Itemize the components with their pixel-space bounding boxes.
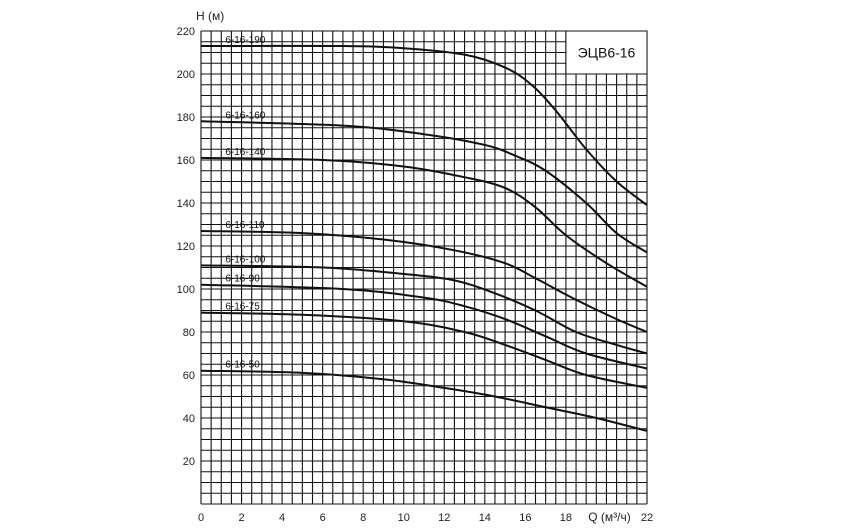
x-tick-label: 22 <box>641 512 653 524</box>
series-line-6-16-110 <box>200 229 648 333</box>
series-line-6-16-75 <box>200 311 648 389</box>
series-label: 6-16-110 <box>225 220 265 231</box>
x-tick-label: 4 <box>279 512 285 524</box>
series-label: 6-16-90 <box>225 274 260 285</box>
x-axis-label: Q (м³/ч) <box>588 510 631 524</box>
series-label: 6-16-50 <box>225 360 260 371</box>
chart-title: ЭЦВ6-16 <box>578 45 636 61</box>
y-tick-label: 20 <box>183 456 195 468</box>
x-tick-label: 2 <box>238 512 244 524</box>
series-line-6-16-100 <box>200 264 648 355</box>
x-tick-label: 6 <box>320 512 326 524</box>
x-tick-label: 16 <box>519 512 531 524</box>
series-label: 6-16-75 <box>225 302 260 313</box>
x-tick-label: 10 <box>398 512 410 524</box>
series-label: 6-16-140 <box>225 147 265 158</box>
series-line-6-16-140 <box>200 156 648 288</box>
curves: 6-16-190 6-16-160 6-16-140 6-16-110 6-16-100… <box>200 35 648 432</box>
grid <box>200 30 648 505</box>
series-label: 6-16-190 <box>225 35 265 46</box>
series-line-6-16-190 <box>200 44 648 206</box>
y-tick-label: 60 <box>183 370 195 382</box>
y-axis-label: H (м) <box>196 9 224 23</box>
x-tick-label: 18 <box>560 512 572 524</box>
y-tick-label: 140 <box>177 198 195 210</box>
y-tick-label: 180 <box>177 112 195 124</box>
x-tick-label: 8 <box>360 512 366 524</box>
series-label: 6-16-100 <box>225 254 265 265</box>
y-tick-label: 200 <box>177 69 195 81</box>
y-tick-label: 100 <box>177 284 195 296</box>
title-box <box>565 30 648 75</box>
series-line-6-16-160 <box>200 120 648 254</box>
series-line-6-16-50 <box>200 369 648 432</box>
y-tick-label: 160 <box>177 155 195 167</box>
series-label: 6-16-160 <box>225 110 265 121</box>
x-tick-label: 14 <box>479 512 491 524</box>
series-line-6-16-90 <box>200 283 648 370</box>
y-tick-label: 120 <box>177 241 195 253</box>
y-tick-label: 40 <box>183 413 195 425</box>
y-tick-label: 220 <box>177 26 195 38</box>
y-tick-label: 80 <box>183 327 195 339</box>
ticks: 0 2 4 6 8 10 12 14 16 18 22 20 40 60 80 100 120 140 160 180… <box>177 26 653 524</box>
x-tick-label: 0 <box>198 512 204 524</box>
x-tick-label: 12 <box>438 512 450 524</box>
